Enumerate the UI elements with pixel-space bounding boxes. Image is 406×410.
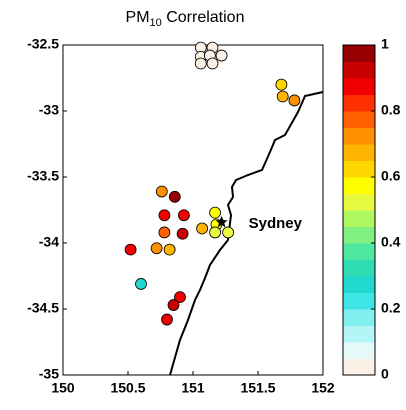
station-point: [206, 57, 219, 70]
colorbar-band: [343, 78, 375, 95]
station-point: [155, 185, 168, 198]
station-point: [163, 243, 176, 256]
colorbar-frame: [342, 44, 376, 376]
colorbar-band: [343, 259, 375, 277]
colorbar-band: [343, 144, 375, 161]
colorbar-tick-label: 0.8: [381, 102, 401, 118]
station-point: [276, 90, 289, 103]
colorbar-band: [343, 160, 375, 178]
x-tick-label: 150.5: [110, 380, 145, 396]
station-point: [150, 242, 163, 255]
station-point: [196, 222, 209, 235]
x-tick-label: 151.5: [240, 380, 275, 396]
station-point: [275, 78, 288, 91]
city-label: Sydney: [249, 215, 303, 232]
colorbar-band: [343, 210, 375, 227]
station-point: [167, 299, 180, 311]
title-text: PM: [126, 9, 150, 26]
colorbar-band: [343, 292, 375, 310]
station-point: [194, 57, 207, 70]
title-after: Correlation: [162, 9, 245, 26]
y-tick-label: -34.5: [27, 300, 59, 316]
colorbar-band: [343, 193, 375, 211]
colorbar-tick-label: 0.4: [381, 234, 401, 250]
y-tick-label: -32.5: [27, 36, 59, 52]
station-point: [124, 243, 137, 256]
x-tick-label: 152: [311, 380, 335, 396]
station-point: [209, 226, 222, 239]
colorbar-band: [343, 94, 375, 112]
colorbar-tick-label: 0.2: [381, 300, 401, 316]
coastline: [169, 91, 324, 376]
station-point: [288, 94, 301, 107]
colorbar-band: [343, 111, 375, 128]
station-point: [158, 209, 171, 222]
colorbar-band: [343, 127, 375, 145]
colorbar-band: [343, 177, 375, 194]
colorbar-band: [343, 309, 375, 326]
station-point: [174, 291, 186, 304]
colorbar-band: [343, 358, 375, 376]
colorbar-band: [343, 342, 375, 359]
colorbar-band: [343, 243, 375, 260]
x-tick-label: 151: [181, 380, 205, 396]
station-point: [135, 278, 147, 290]
y-tick-label: -33: [39, 102, 59, 118]
colorbar-band: [343, 226, 375, 244]
station-point: [158, 226, 171, 239]
colorbar-band: [343, 45, 375, 62]
station-point: [209, 206, 222, 219]
title-subscript: 10: [150, 17, 162, 29]
colorbar-tick-label: 0.6: [381, 168, 401, 184]
chart-title: PM10 Correlation: [126, 9, 245, 29]
colorbar: 0 0.2 0.4 0.6 0.8 1: [342, 36, 401, 382]
marks: Sydney: [124, 41, 303, 326]
colorbar-band: [343, 61, 375, 79]
y-tick-label: -33.5: [27, 168, 59, 184]
colorbar-band: [343, 276, 375, 293]
x-tick-label: 150: [51, 380, 75, 396]
colorbar-band: [343, 325, 375, 343]
city-marker: [215, 215, 228, 228]
colorbar-tick-label: 1: [381, 36, 389, 52]
colorbar-tick-label: 0: [381, 366, 389, 382]
station-point: [176, 227, 189, 240]
station-point: [168, 190, 181, 203]
y-tick-label: -35: [39, 366, 59, 382]
y-tick-label: -34: [39, 234, 59, 250]
station-point: [215, 49, 228, 62]
station-point: [161, 313, 173, 326]
station-point: [177, 209, 190, 222]
station-point: [222, 226, 235, 239]
